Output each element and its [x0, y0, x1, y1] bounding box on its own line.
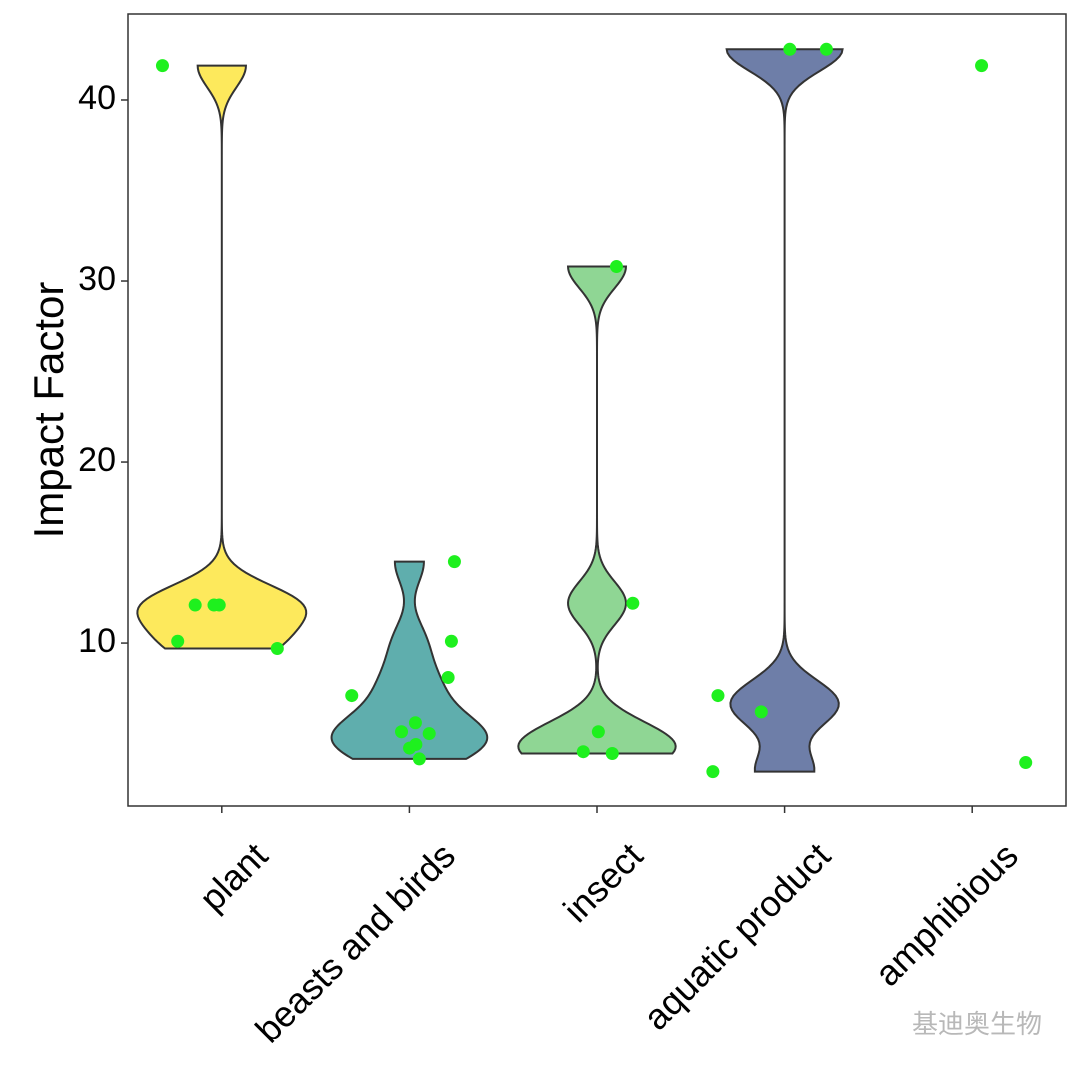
y-tick-label: 20	[78, 441, 116, 479]
point	[270, 642, 284, 656]
watermark: 基迪奥生物	[912, 1009, 1042, 1039]
violin	[517, 265, 677, 755]
point	[444, 634, 458, 648]
violin	[136, 64, 308, 650]
point	[754, 705, 768, 719]
point	[819, 42, 833, 56]
violin	[725, 48, 844, 773]
point	[605, 747, 619, 761]
point	[155, 59, 169, 73]
point	[626, 596, 640, 610]
y-tick-label: 30	[78, 260, 116, 298]
point	[207, 598, 221, 612]
y-tick-label: 10	[78, 622, 116, 660]
point	[576, 745, 590, 759]
point	[422, 727, 436, 741]
point	[706, 765, 720, 779]
point	[447, 555, 461, 569]
point	[408, 716, 422, 730]
point	[403, 741, 417, 755]
point	[975, 59, 989, 73]
point	[171, 634, 185, 648]
point	[441, 670, 455, 684]
point	[591, 725, 605, 739]
point	[1019, 756, 1033, 770]
point	[412, 752, 426, 766]
point	[345, 689, 359, 703]
point	[395, 725, 409, 739]
point	[609, 260, 623, 274]
y-tick-label: 40	[78, 79, 116, 117]
point	[188, 598, 202, 612]
point	[783, 42, 797, 56]
point	[711, 689, 725, 703]
violin	[330, 560, 489, 760]
y-axis-label: Impact Factor	[25, 282, 72, 539]
